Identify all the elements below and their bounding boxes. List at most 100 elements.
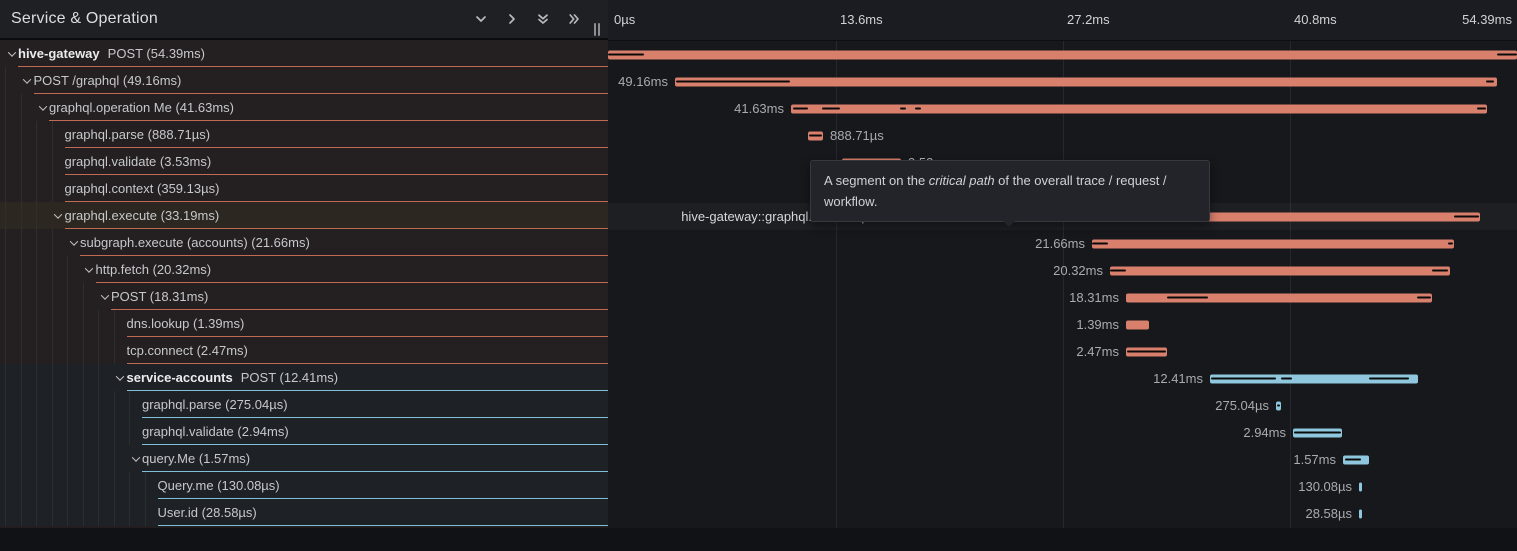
axis-tick-label: 0µs	[614, 12, 636, 27]
tree-row[interactable]: service-accounts POST (12.41ms)	[0, 364, 608, 391]
critical-path-segment[interactable]	[1432, 269, 1448, 272]
indent-guide	[82, 418, 99, 445]
span-bar[interactable]	[675, 77, 1497, 86]
critical-path-segment[interactable]	[1477, 107, 1486, 110]
span-timeline-row[interactable]: 888.71µs	[608, 122, 1517, 149]
chevron-down-icon[interactable]	[129, 445, 142, 472]
chevron-down-icon[interactable]	[52, 202, 65, 229]
critical-path-segment[interactable]	[1454, 215, 1479, 218]
chevron-down-icon[interactable]	[36, 94, 49, 121]
indent-guide	[36, 310, 52, 337]
indent-guide	[51, 148, 64, 175]
tree-row[interactable]: POST (18.31ms)	[0, 283, 608, 310]
tree-row[interactable]: subgraph.execute (accounts) (21.66ms)	[0, 229, 608, 256]
operation-name: POST (18.31ms)	[111, 288, 209, 304]
span-timeline-row[interactable]: 20.32ms	[608, 257, 1517, 284]
span-timeline-row[interactable]: 275.04µs	[608, 392, 1517, 419]
span-timeline-row[interactable]: 130.08µs	[608, 473, 1517, 500]
tree-row[interactable]: graphql.parse (275.04µs)	[0, 391, 608, 418]
span-label: http.fetch (20.32ms)	[95, 256, 608, 283]
critical-path-segment[interactable]	[1497, 53, 1517, 56]
span-bar[interactable]	[1126, 293, 1432, 302]
span-timeline-row[interactable]: 18.31ms	[608, 284, 1517, 311]
critical-path-segment[interactable]	[1211, 377, 1276, 380]
chevron-down-icon[interactable]	[67, 229, 80, 256]
critical-path-segment[interactable]	[1345, 458, 1361, 461]
critical-path-segment[interactable]	[793, 107, 808, 110]
critical-path-segment[interactable]	[1281, 377, 1292, 380]
span-bar[interactable]	[1359, 482, 1362, 491]
chevron-down-icon[interactable]	[83, 256, 96, 283]
critical-path-segment[interactable]	[676, 80, 790, 83]
chevron-down-icon[interactable]	[114, 364, 127, 391]
indent-guide	[5, 310, 21, 337]
tree-row[interactable]: graphql.operation Me (41.63ms)	[0, 94, 608, 121]
critical-path-segment[interactable]	[1092, 242, 1108, 245]
tree-row[interactable]: dns.lookup (1.39ms)	[0, 310, 608, 337]
tree-row[interactable]: graphql.validate (3.53ms)	[0, 148, 608, 175]
chevron-down-icon[interactable]	[473, 11, 489, 27]
critical-path-segment[interactable]	[1110, 269, 1126, 272]
span-bar[interactable]	[1359, 509, 1362, 518]
tree-row[interactable]: POST /graphql (49.16ms)	[0, 67, 608, 94]
span-bar[interactable]	[1210, 374, 1418, 383]
chevron-glyph	[7, 47, 16, 57]
critical-path-segment[interactable]	[822, 107, 840, 110]
span-timeline-row[interactable]: 2.47ms	[608, 338, 1517, 365]
tree-row[interactable]: Query.me (130.08µs)	[0, 472, 608, 499]
chevron-down-icon[interactable]	[21, 67, 34, 94]
tree-row[interactable]: graphql.execute (33.19ms)	[0, 202, 608, 229]
span-bar[interactable]	[608, 50, 1517, 59]
span-timeline-row[interactable]: 41.63ms	[608, 95, 1517, 122]
span-bar[interactable]	[791, 104, 1487, 113]
span-bar[interactable]	[1092, 239, 1454, 248]
indent-guide	[51, 229, 68, 256]
tree-row[interactable]: hive-gateway POST (54.39ms)	[0, 40, 608, 67]
critical-path-segment[interactable]	[1448, 242, 1453, 245]
critical-path-segment[interactable]	[1127, 350, 1166, 353]
panel-resize-handle[interactable]	[594, 23, 602, 36]
indent-guide	[36, 445, 52, 472]
span-timeline-row[interactable]: 49.16ms	[608, 68, 1517, 95]
critical-path-segment[interactable]	[809, 134, 822, 137]
critical-path-segment[interactable]	[915, 107, 921, 110]
span-bar[interactable]	[808, 131, 823, 140]
span-bar[interactable]	[1126, 347, 1167, 356]
indent-guide	[5, 229, 21, 256]
critical-path-segment[interactable]	[1486, 80, 1494, 83]
span-bar[interactable]	[1126, 320, 1149, 329]
span-timeline-row[interactable]: 12.41ms	[608, 365, 1517, 392]
span-bar[interactable]	[1276, 401, 1281, 410]
double-chevron-down-icon[interactable]	[535, 11, 551, 27]
span-timeline-row[interactable]: 28.58µs	[608, 500, 1517, 527]
tree-row[interactable]: tcp.connect (2.47ms)	[0, 337, 608, 364]
span-bar[interactable]	[1293, 428, 1342, 437]
span-timeline-row[interactable]	[608, 41, 1517, 68]
critical-path-segment[interactable]	[1167, 296, 1208, 299]
chevron-down-icon[interactable]	[5, 40, 18, 67]
critical-path-segment[interactable]	[1369, 377, 1409, 380]
critical-path-segment[interactable]	[1417, 296, 1431, 299]
span-timeline-row[interactable]: 1.57ms	[608, 446, 1517, 473]
indent-guide	[113, 337, 126, 364]
tree-row[interactable]: graphql.parse (888.71µs)	[0, 121, 608, 148]
tree-row[interactable]: http.fetch (20.32ms)	[0, 256, 608, 283]
span-timeline-row[interactable]: 1.39ms	[608, 311, 1517, 338]
critical-path-segment[interactable]	[1294, 431, 1341, 434]
critical-path-segment[interactable]	[608, 53, 644, 56]
span-timeline-row[interactable]: 21.66ms	[608, 230, 1517, 257]
indent-guide	[20, 256, 37, 283]
critical-path-segment[interactable]	[1277, 404, 1280, 407]
chevron-right-icon[interactable]	[504, 11, 520, 27]
indent-guide	[5, 67, 21, 94]
double-chevron-right-icon[interactable]	[566, 11, 582, 27]
span-timeline-row[interactable]: 2.94ms	[608, 419, 1517, 446]
critical-path-segment[interactable]	[900, 107, 906, 110]
tree-row[interactable]: graphql.validate (2.94ms)	[0, 418, 608, 445]
span-bar[interactable]	[1110, 266, 1450, 275]
tree-row[interactable]: query.Me (1.57ms)	[0, 445, 608, 472]
tree-row[interactable]: User.id (28.58µs)	[0, 499, 608, 526]
tree-row[interactable]: graphql.context (359.13µs)	[0, 175, 608, 202]
span-bar[interactable]	[1343, 455, 1369, 464]
chevron-down-icon[interactable]	[98, 283, 111, 310]
